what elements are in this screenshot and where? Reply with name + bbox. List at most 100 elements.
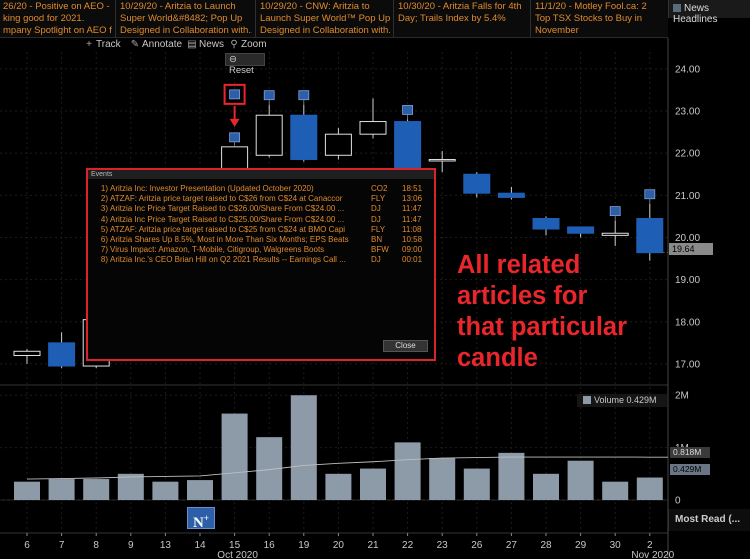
event-src: FLY [371,224,386,234]
track-tool[interactable]: + Track [84,39,121,50]
event-text: Aritzia Inc: Investor Presentation (Upda… [110,184,314,193]
event-num: 4) [100,214,108,224]
date-tick-label: 16 [264,540,276,551]
date-tick-label: 23 [437,540,449,551]
volume-average-line [26,456,668,480]
event-num: 1) [100,184,108,193]
most-read-button[interactable]: Most Read (... [668,509,750,531]
events-popup-title: Events [88,170,434,179]
event-time: 00:01 [402,255,423,265]
news-line: mpany Spotlight on AEO fro... [3,25,112,36]
news-item[interactable]: 10/29/20 - Aritzia to Launch Super World… [117,0,256,38]
event-row[interactable]: 4) Aritzia Inc Price Target Raised to C$2… [88,215,434,225]
date-tick-label: 22 [402,540,414,551]
date-tick-label: 7 [59,540,65,551]
volume-bar [360,468,386,500]
news-tool[interactable]: ▤ News [187,39,224,50]
news-line: 10/29/20 - Aritzia to Launch [120,1,236,12]
news-line: Day; Trails Index by 5.4% [398,13,506,24]
nplus-news-button[interactable]: N+ [187,507,215,531]
candle [428,158,456,162]
volume-tick-label: 2M [675,391,689,402]
volume-bar [636,477,663,500]
event-time: 11:47 [402,204,422,214]
volume-bar [325,473,352,500]
price-tick-label: 23.00 [675,107,700,118]
date-tick-label: 30 [610,540,622,551]
event-row[interactable]: 8) Aritzia Inc.'s CEO Brian Hill on Q2 20… [88,255,434,265]
event-row[interactable]: 3) Aritzia Inc Price Target Raised to C$2… [88,204,434,214]
date-tick-label: 26 [471,540,483,551]
news-marker-icon [298,90,310,101]
event-src: FLY [371,194,386,204]
track-label: Track [96,39,121,50]
event-row[interactable]: 2) ATZAF: Aritzia price target raised to … [88,194,434,204]
event-text: Aritzia Inc Price Target Raised to C$25.… [110,214,345,224]
reset-icon: ⊖ [229,54,237,65]
news-item[interactable]: 10/29/20 - CNW: Aritzia to Launch Super … [257,0,394,38]
event-num: 6) [100,234,108,244]
annotation-line: that particular [457,313,628,341]
date-tick-label: 21 [367,540,379,551]
news-item[interactable]: 26/20 - Positive on AEO - king good for … [0,0,116,38]
event-num: 8) [100,255,108,265]
price-tick-label: 19.00 [675,275,700,286]
date-tick-label: 13 [160,540,172,551]
news-item[interactable]: 10/30/20 - Aritzia Falls for 4th Day; Tr… [395,0,531,38]
price-tick-label: 21.00 [675,191,700,202]
news-line: 26/20 - Positive on AEO - [3,1,110,12]
candle [13,350,41,356]
arrow-down-icon [229,118,240,127]
magnifier-icon: ⚲ [230,39,238,50]
event-row[interactable]: 5) ATZAF: Aritzia price target raised to … [88,225,434,235]
headlines-label: News Headlines [673,3,718,25]
candle [255,114,283,156]
headlines-icon [673,4,681,12]
news-line: November [535,25,579,36]
volume-bar [221,413,248,500]
annotation-text: All related articles for that particular… [457,250,677,374]
event-text: Aritzia Inc Price Target Raised to C$26.… [110,204,345,214]
event-time: 13:06 [402,194,423,204]
date-tick-label: 15 [229,540,241,551]
date-tick-label: 28 [540,540,552,551]
volume-bar [14,481,40,500]
candle [532,218,560,230]
event-row[interactable]: 1) Aritzia Inc: Investor Presentation (Up… [88,184,434,194]
volume-bar [83,479,110,500]
events-popup: Events 1) Aritzia Inc: Investor Presentat… [86,168,436,361]
date-tick-label: 27 [506,540,518,551]
news-label: News [199,39,225,50]
reset-button[interactable]: ⊖ Reset [225,53,265,76]
volume-bar [117,473,144,500]
zoom-tool[interactable]: ⚲ Zoom [229,39,267,50]
date-tick-label: 20 [333,540,345,551]
news-marker-icon [402,105,414,115]
date-tick-label: 8 [93,540,99,551]
volume-swatch-icon [583,396,591,404]
event-src: DJ [371,214,381,224]
annotate-tool[interactable]: ✎ Annotate [130,39,182,50]
volume-bar [567,460,594,500]
candle [601,232,629,236]
axes-layer: 24.00 23.00 22.00 21.00 20.00 19.00 18.00 17.00… [24,64,700,559]
news-line: Launch Super World™ Pop Up [260,13,390,24]
crosshair-icon: + [86,39,92,50]
volume-bar [602,481,629,500]
candle [567,226,595,234]
event-row[interactable]: 7) Virus Impact: Amazon, T-Mobile, Citigr… [88,245,434,255]
highlight-box [223,83,246,105]
zoom-label: Zoom [241,39,267,50]
volume-legend[interactable]: Volume 0.429M [577,394,667,407]
news-line: Designed in Collaboration with... [120,25,252,36]
event-row[interactable]: 6) Aritzia Shares Up 8.5%, Most in More T… [88,235,434,245]
volume-avg-tag: 0.818M [670,447,710,458]
month-label: Oct 2020 [217,550,258,559]
news-line: Top TSX Stocks to Buy in [535,13,643,24]
event-src: BFW [371,245,389,255]
news-headlines-button[interactable]: News Headlines [668,0,750,25]
close-button[interactable]: Close [383,340,428,352]
event-src: BN [371,234,383,244]
news-item[interactable]: 11/1/20 - Motley Fool.ca: 2 Top TSX Stoc… [532,0,668,38]
